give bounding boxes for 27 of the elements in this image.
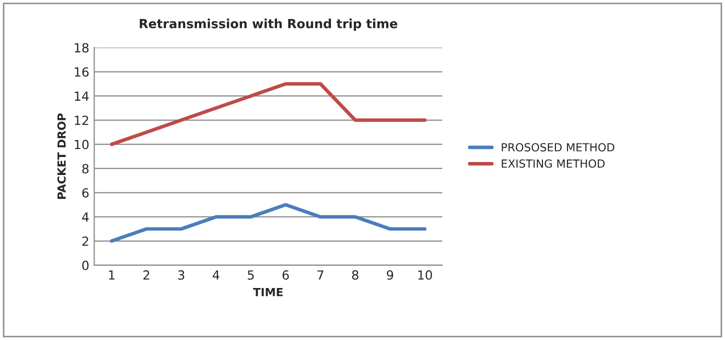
x-tick-label: 1 bbox=[109, 270, 114, 280]
x-tick-label: 6 bbox=[282, 270, 289, 280]
x-tick-label: 10 bbox=[418, 270, 432, 280]
line-series bbox=[110, 203, 427, 243]
x-tick-label: 4 bbox=[212, 270, 220, 280]
y-tick-label: 16 bbox=[74, 67, 89, 77]
legend-label: EXISTING METHOD bbox=[502, 159, 605, 168]
y-tick-label: 12 bbox=[74, 116, 88, 125]
y-tick-label: 10 bbox=[74, 140, 89, 150]
y-tick-label: 18 bbox=[74, 43, 89, 53]
y-tick-label: 2 bbox=[82, 236, 88, 246]
y-tick-label: 6 bbox=[82, 188, 89, 198]
y-tick-label: 14 bbox=[74, 92, 89, 101]
x-tick-label: 9 bbox=[386, 270, 394, 280]
y-tick-label: 0 bbox=[82, 260, 89, 270]
y-axis-title: PACKET DROP bbox=[57, 113, 66, 199]
x-tick-label: 2 bbox=[143, 270, 150, 280]
line-series bbox=[110, 82, 427, 146]
x-tick-label: 5 bbox=[248, 270, 254, 280]
x-tick-label: 3 bbox=[178, 270, 184, 280]
x-axis-title: TIME bbox=[253, 288, 283, 296]
y-tick-label: 8 bbox=[82, 164, 89, 174]
y-tick-label: 4 bbox=[82, 212, 89, 222]
chart-title: Retransmission with Round trip time bbox=[140, 18, 398, 31]
x-tick-label: 7 bbox=[318, 270, 324, 280]
legend-label: PROSOSED METHOD bbox=[502, 143, 614, 152]
x-tick-label: 8 bbox=[352, 270, 358, 280]
